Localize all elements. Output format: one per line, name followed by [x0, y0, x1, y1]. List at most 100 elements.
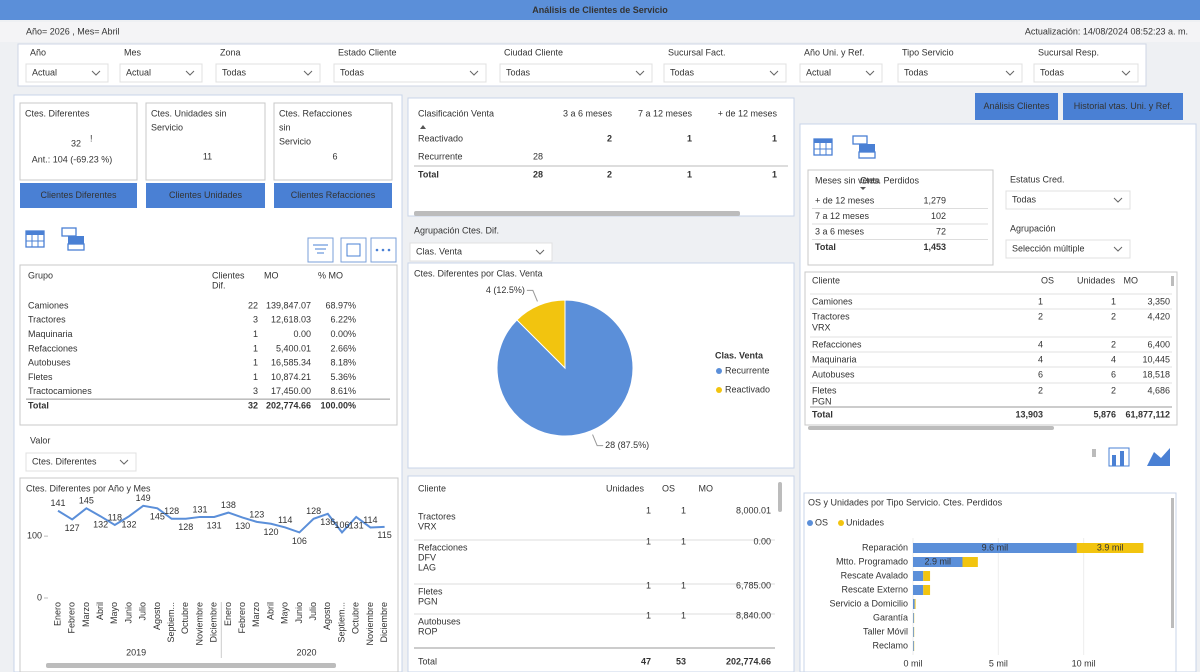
dropdown-value: Ctes. Diferentes [32, 456, 97, 466]
dropdown[interactable] [499, 63, 653, 83]
bar-segment [1076, 543, 1144, 553]
table-cell: Fletes [418, 586, 443, 596]
legend-label: Reactivado [725, 384, 770, 394]
x-tick-label: 10 mil [1072, 658, 1096, 668]
table-cell: 12,618.03 [271, 315, 311, 325]
filter-label: Ciudad Cliente [504, 47, 563, 57]
dropdown[interactable] [119, 63, 203, 83]
y-tick-label: Garantía [873, 612, 908, 622]
kpi-card [273, 102, 393, 181]
chevron [535, 249, 545, 255]
chart-title: Ctes. Diferentes por Año y Mes [26, 483, 151, 493]
sort-arrow [420, 125, 426, 129]
table-cell: 6,785.00 [736, 580, 771, 590]
chart-title: Ctes. Diferentes por Clas. Venta [414, 268, 543, 278]
kpi-value: 6 [332, 151, 337, 161]
x-tick-label: Julio [308, 602, 318, 621]
table-cell: 1 [646, 505, 651, 515]
data-label: 118 [108, 512, 122, 522]
nav-button[interactable] [274, 183, 392, 208]
data-label: 141 [50, 498, 65, 508]
leader-line [592, 434, 604, 447]
bar-segment [913, 543, 1077, 553]
dropdown[interactable] [215, 63, 321, 83]
x-tick-label: Septiem... [336, 602, 346, 643]
table-cell: 6 [1111, 369, 1116, 379]
sort-arrow [860, 187, 866, 190]
nav-button[interactable] [20, 183, 137, 208]
chevron [1005, 70, 1015, 76]
dropdown[interactable] [663, 63, 787, 83]
table-cell: Autobuses [28, 358, 71, 368]
data-label: 136 [320, 517, 335, 527]
nav-button[interactable] [975, 93, 1058, 120]
dropdown[interactable] [25, 63, 109, 83]
matrix-icon [858, 151, 876, 159]
column-header: MO [1124, 275, 1139, 285]
legend-swatch [716, 368, 722, 374]
filter-label: Mes [124, 47, 142, 57]
dropdown[interactable] [1005, 190, 1131, 210]
x-tick-label: Diciembre [379, 602, 389, 643]
chevron [865, 70, 875, 76]
dropdown[interactable] [25, 452, 137, 472]
table-frame [804, 271, 1178, 426]
scrollbar [778, 482, 782, 512]
control-label: Valor [30, 435, 50, 445]
data-label: 120 [263, 527, 278, 537]
table-cell: 10,445 [1142, 354, 1170, 364]
data-label: 149 [136, 493, 151, 503]
table-cell: Refacciones [812, 339, 862, 349]
toolbar-button[interactable] [340, 237, 367, 263]
bar-segment [913, 627, 914, 637]
data-label: 28 (87.5%) [605, 440, 649, 450]
dropdown[interactable] [333, 63, 487, 83]
table-cell: 8.61% [330, 386, 356, 396]
x-group-label: 2019 [126, 647, 146, 657]
data-label: 127 [65, 523, 80, 533]
table-cell: Total [815, 242, 836, 252]
nav-button[interactable] [1063, 93, 1183, 120]
table-cell: 2 [1111, 385, 1116, 395]
table-cell: 2 [607, 169, 612, 179]
chevron [1113, 197, 1123, 203]
dropdown-value: Todas [222, 67, 247, 77]
data-label: 128 [164, 506, 179, 516]
nav-button[interactable] [146, 183, 265, 208]
bar-segment [913, 557, 963, 567]
table-cell: 7 a 12 meses [815, 211, 870, 221]
bar-icon [1108, 447, 1130, 467]
table-cell: 1 [681, 580, 686, 590]
matrix-icon [852, 135, 868, 145]
x-tick-label: Diciembre [209, 602, 219, 643]
table-cell: 1 [646, 610, 651, 620]
filter-label: Sucursal Fact. [668, 47, 726, 57]
column-header: MO [264, 270, 279, 280]
toolbar-button[interactable] [307, 237, 334, 263]
y-tick-label: Rescate Externo [841, 584, 908, 594]
legend-label: OS [815, 517, 828, 527]
more-glyph [381, 248, 385, 252]
x-tick-label: Agosto [322, 602, 332, 630]
dropdown[interactable] [1033, 63, 1139, 83]
table-cell: 4 [1038, 354, 1043, 364]
dropdown[interactable] [409, 242, 553, 262]
dropdown[interactable] [799, 63, 883, 83]
bar-segment [913, 585, 924, 595]
data-label: 128 [178, 522, 193, 532]
series-line [57, 504, 385, 534]
x-tick-label: Agosto [152, 602, 162, 630]
nav-button-label: Clientes Refacciones [291, 190, 376, 200]
table-total: 47 [641, 656, 651, 666]
chevron [119, 459, 129, 465]
matrix-icon [61, 227, 77, 237]
table-cell: 2 [1111, 339, 1116, 349]
data-label: 114 [363, 515, 377, 525]
table-cell: 1 [681, 610, 686, 620]
dropdown[interactable] [897, 63, 1023, 83]
kpi-title: Servicio [279, 136, 311, 146]
dropdown[interactable] [1005, 239, 1131, 259]
x-group-label: 2020 [296, 647, 316, 657]
table-cell: 2 [607, 133, 612, 143]
data-label: 114 [278, 515, 292, 525]
